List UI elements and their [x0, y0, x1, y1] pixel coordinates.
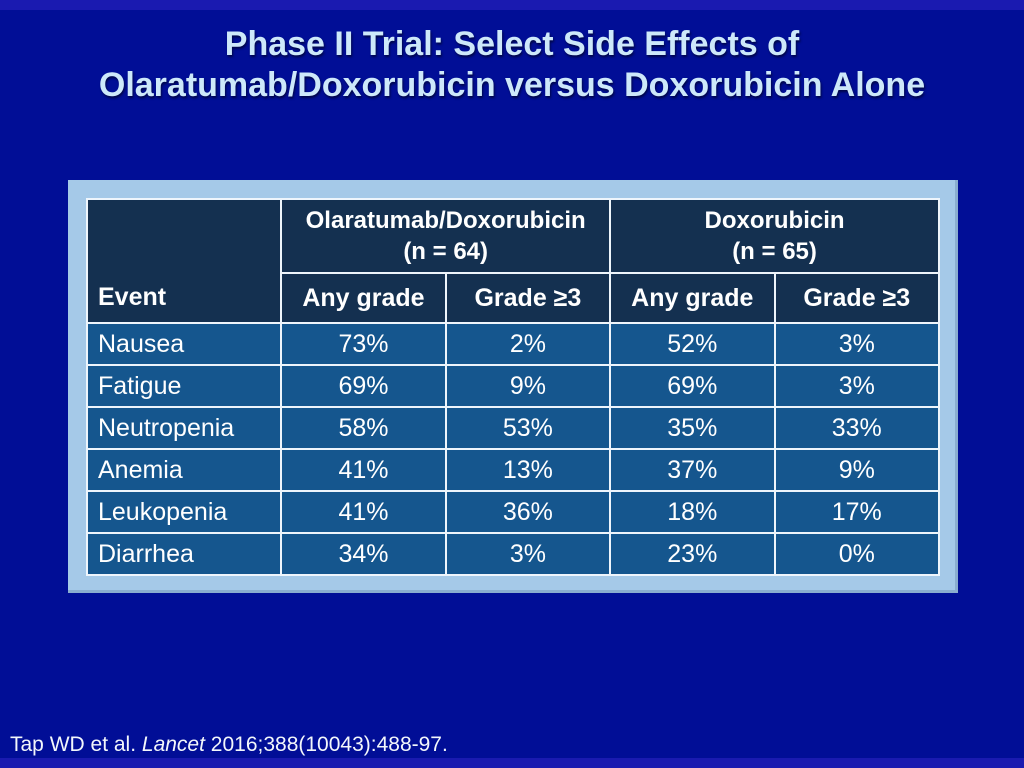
- group-n: (n = 64): [403, 238, 489, 265]
- event-label: Fatigue: [85, 364, 283, 408]
- sub-header-row: Any grade Grade ≥3 Any grade Grade ≥3: [87, 272, 941, 324]
- value-cell: 3%: [773, 322, 941, 366]
- value-cell: 2%: [444, 322, 612, 366]
- event-label: Anemia: [85, 448, 283, 492]
- value-cell: 9%: [773, 448, 941, 492]
- citation-journal: Lancet: [141, 733, 205, 756]
- value-cell: 58%: [280, 406, 447, 450]
- table-row-neutropenia: Neutropenia 58% 53% 35% 33%: [85, 406, 941, 450]
- event-label: Diarrhea: [85, 532, 283, 576]
- event-label: Leukopenia: [85, 490, 283, 534]
- value-cell: 41%: [280, 490, 447, 534]
- event-column-header: Event: [85, 198, 283, 324]
- table-row-fatigue: Fatigue 69% 9% 69% 3%: [85, 364, 941, 408]
- value-cell: 3%: [773, 364, 941, 408]
- group-header-olaratumab-doxorubicin: Olaratumab/Doxorubicin (n = 64): [280, 198, 612, 274]
- table-row-anemia: Anemia 41% 13% 37% 9%: [85, 448, 941, 492]
- col-header-any-grade-2: Any grade: [609, 272, 776, 324]
- value-cell: 73%: [280, 322, 447, 366]
- citation-authors: Tap WD et al.: [10, 733, 142, 756]
- value-cell: 18%: [609, 490, 776, 534]
- value-cell: 33%: [773, 406, 941, 450]
- event-label: Nausea: [85, 322, 283, 366]
- side-effects-table: Event Olaratumab/Doxorubicin (n = 64) Do…: [85, 198, 941, 576]
- group-name: Olaratumab/Doxorubicin: [305, 207, 586, 234]
- value-cell: 69%: [609, 364, 776, 408]
- value-cell: 3%: [444, 532, 612, 576]
- col-header-grade-ge3-1: Grade ≥3: [444, 272, 612, 324]
- value-cell: 37%: [609, 448, 776, 492]
- value-cell: 53%: [444, 406, 612, 450]
- slide-title-line1: Phase II Trial: Select Side Effects of: [224, 25, 800, 63]
- group-header-doxorubicin: Doxorubicin (n = 65): [609, 198, 940, 274]
- value-cell: 34%: [280, 532, 447, 576]
- value-cell: 17%: [773, 490, 941, 534]
- slide-top-border: [0, 0, 1024, 10]
- group-name: Doxorubicin: [704, 207, 845, 234]
- col-header-any-grade-1: Any grade: [280, 272, 447, 324]
- citation-reference: 2016;388(10043):488-97.: [204, 733, 448, 756]
- group-n: (n = 65): [732, 238, 817, 265]
- group-header-row: Event Olaratumab/Doxorubicin (n = 64) Do…: [85, 198, 940, 324]
- value-cell: 23%: [609, 532, 776, 576]
- slide-title: Phase II Trial: Select Side Effects of O…: [0, 24, 1024, 106]
- value-cell: 41%: [280, 448, 447, 492]
- table-row-diarrhea: Diarrhea 34% 3% 23% 0%: [85, 532, 941, 576]
- slide-bottom-border: [0, 758, 1024, 768]
- table-row-nausea: Nausea 73% 2% 52% 3%: [85, 322, 941, 366]
- col-header-grade-ge3-2: Grade ≥3: [773, 272, 941, 324]
- table-row-leukopenia: Leukopenia 41% 36% 18% 17%: [85, 490, 941, 534]
- value-cell: 69%: [280, 364, 447, 408]
- value-cell: 13%: [444, 448, 612, 492]
- slide-title-line2: Olaratumab/Doxorubicin versus Doxorubici…: [98, 66, 926, 104]
- value-cell: 0%: [773, 532, 941, 576]
- citation: Tap WD et al. Lancet 2016;388(10043):488…: [10, 733, 448, 757]
- value-cell: 9%: [444, 364, 612, 408]
- event-label: Neutropenia: [85, 406, 283, 450]
- value-cell: 36%: [444, 490, 612, 534]
- value-cell: 52%: [609, 322, 776, 366]
- value-cell: 35%: [609, 406, 776, 450]
- table-frame: Event Olaratumab/Doxorubicin (n = 64) Do…: [68, 180, 958, 593]
